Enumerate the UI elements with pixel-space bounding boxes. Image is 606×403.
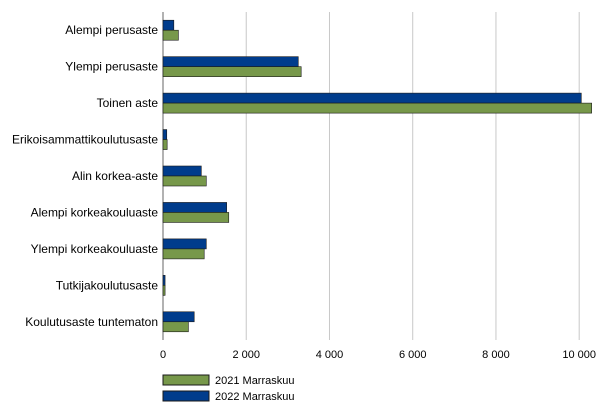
tick-label: 8 000 [482, 349, 510, 361]
bar [162, 202, 227, 213]
bar [162, 19, 175, 31]
category-label: Erikoisammattikoulutusaste [12, 133, 158, 147]
bar [162, 56, 299, 67]
bar [162, 165, 202, 177]
bar [162, 248, 205, 260]
legend-label: 2021 Marraskuu [215, 375, 295, 387]
category-label: Alin korkea-aste [72, 169, 158, 183]
bar [162, 275, 166, 286]
category-label: Tutkijakoulutusaste [56, 278, 159, 292]
bar [162, 29, 179, 41]
tick-label: 0 [160, 349, 166, 361]
category-label: Ylempi korkeakouluaste [31, 242, 159, 256]
tick-label: 10 000 [562, 349, 596, 361]
category-label: Alempi perusaste [65, 23, 158, 37]
bar [162, 129, 168, 140]
category-label: Alempi korkeakouluaste [31, 205, 159, 219]
bar [162, 66, 302, 77]
tick-label: 2 000 [232, 349, 260, 361]
bar [162, 311, 195, 323]
tick-label: 6 000 [399, 349, 427, 361]
category-labels: Alempi perusaste Ylempi perusaste Toinen a… [12, 23, 158, 329]
tick-label: 4 000 [316, 349, 344, 361]
bar [162, 238, 207, 250]
bar [162, 285, 166, 296]
bar [162, 212, 230, 223]
bar [162, 321, 189, 333]
tick-labels: 0 2 000 4 000 6 000 8 000 10 000 [160, 349, 596, 361]
legend-label: 2022 Marraskuu [215, 391, 295, 403]
legend-swatch [162, 374, 210, 386]
category-label: Ylempi perusaste [65, 60, 158, 74]
bar [162, 92, 582, 104]
bars [162, 19, 592, 333]
legend: 2021 Marraskuu 2022 Marraskuu [162, 374, 295, 403]
bar [162, 139, 168, 150]
category-label: Toinen aste [97, 96, 159, 110]
bar [162, 102, 592, 114]
legend-swatch [162, 390, 210, 402]
category-label: Koulutusaste tuntematon [25, 315, 158, 329]
bar [162, 175, 207, 187]
